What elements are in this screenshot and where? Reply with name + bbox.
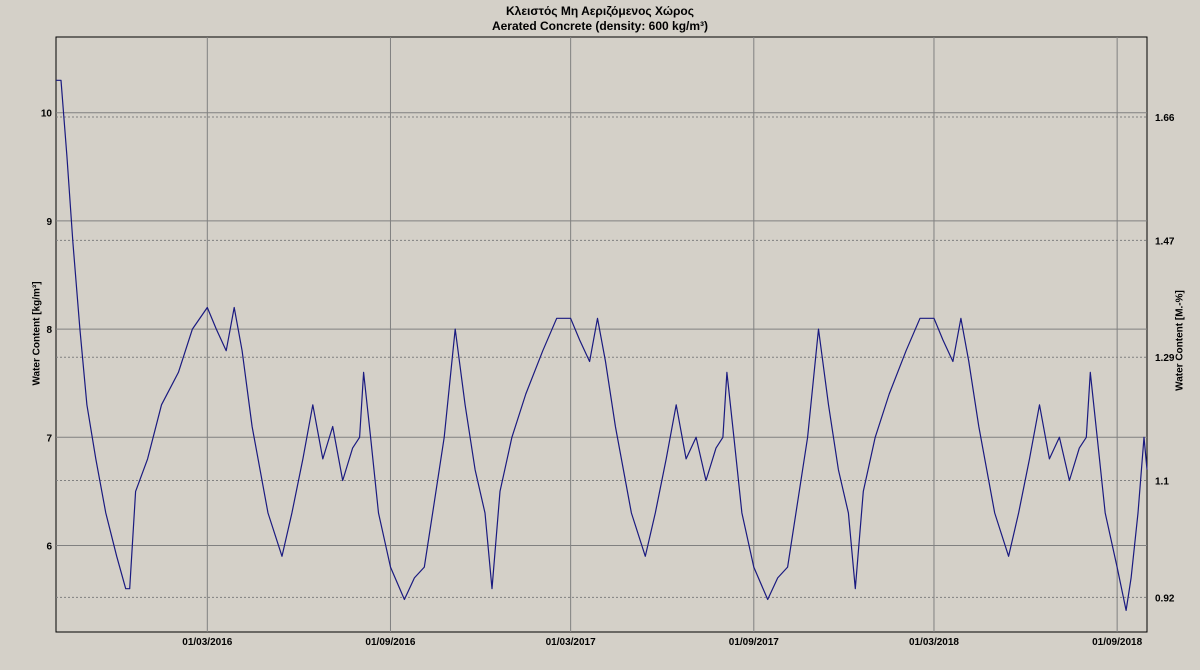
y-right-tick-label: 1.1 — [1155, 477, 1169, 488]
chart-title: Κλειστός Μη Αεριζόμενος Χώρος — [506, 4, 694, 18]
tick-layer: 6 7 8 9 10 0.92 1.1 1.29 1.47 1.66 01/03/2016 01/09… — [41, 109, 1175, 648]
y-axis-left-label: Water Content [kg/m³] — [31, 281, 43, 386]
y-right-tick-label: 0.92 — [1155, 593, 1175, 604]
series-line — [56, 79, 1148, 611]
plot-area — [55, 36, 1148, 633]
x-tick-label: 01/03/2016 — [182, 637, 232, 648]
y-left-tick-label: 7 — [46, 433, 52, 444]
x-tick-label: 01/03/2018 — [909, 637, 959, 648]
x-tick-label: 01/09/2016 — [365, 637, 415, 648]
y-right-tick-label: 1.47 — [1155, 236, 1175, 247]
x-tick-label: 01/09/2017 — [729, 637, 779, 648]
y-left-tick-label: 6 — [46, 541, 52, 552]
y-left-tick-label: 8 — [46, 325, 52, 336]
y-right-tick-label: 1.29 — [1155, 353, 1175, 364]
y-right-tick-label: 1.66 — [1155, 113, 1175, 124]
chart-subtitle: Aerated Concrete (density: 600 kg/m³) — [491, 19, 709, 33]
x-tick-label: 01/03/2017 — [546, 637, 596, 648]
x-tick-label: 01/09/2018 — [1092, 637, 1142, 648]
y-left-tick-label: 9 — [46, 217, 52, 228]
y-left-tick-label: 10 — [41, 109, 53, 120]
y-axis-right-label: Water Content [M.-%] — [1174, 290, 1186, 391]
